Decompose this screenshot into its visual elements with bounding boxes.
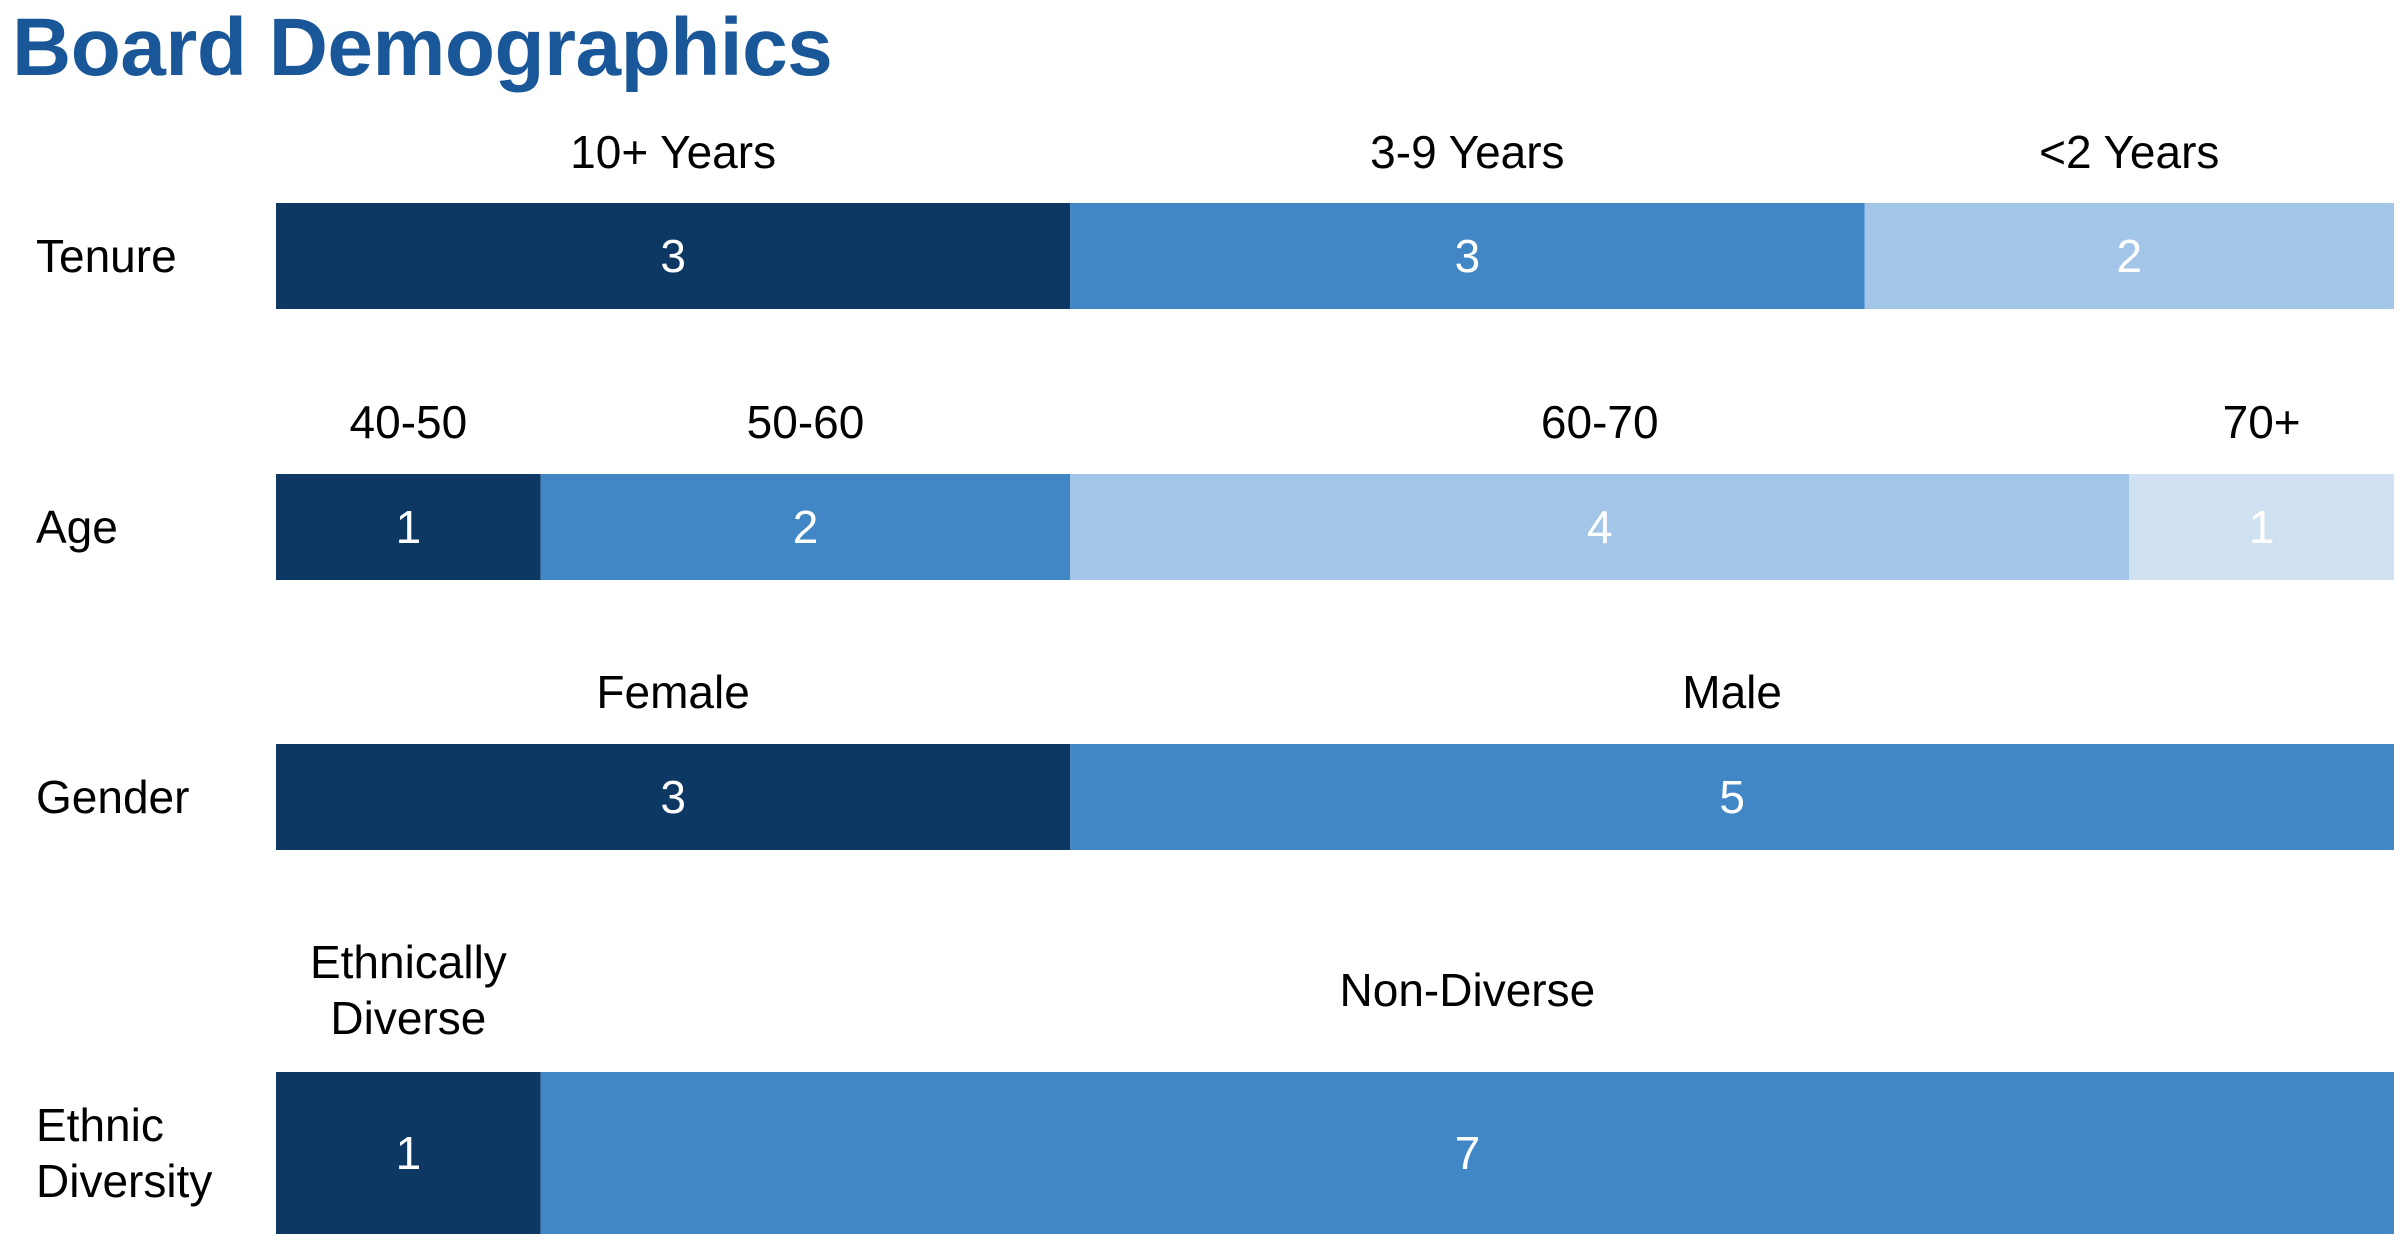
category-label-age-70: 70+ — [2223, 396, 2301, 448]
row-label-tenure: Tenure — [36, 230, 177, 282]
category-label-tenure-2-years: <2 Years — [2039, 126, 2219, 178]
value-label-tenure-3-9-years: 3 — [1455, 230, 1481, 282]
category-label-age-40-50: 40-50 — [350, 396, 468, 448]
category-label-ethnic-diversity-ethnically-diverse: Ethnically Diverse — [310, 936, 507, 1044]
row-label-age: Age — [36, 501, 118, 553]
bar-segment-tenure-10-years — [276, 203, 1071, 309]
bar-segment-tenure-3-9-years — [1070, 203, 1865, 309]
bar-segment-gender-female — [276, 744, 1071, 850]
row-label-ethnic-diversity: Ethnic Diversity — [36, 1099, 212, 1207]
value-label-tenure-10-years: 3 — [660, 230, 686, 282]
category-label-gender-female: Female — [596, 666, 749, 718]
value-label-ethnic-diversity-non-diverse: 7 — [1455, 1127, 1481, 1179]
bar-segment-age-50-60 — [540, 474, 1071, 580]
page-title: Board Demographics — [12, 2, 833, 93]
value-label-age-50-60: 2 — [793, 501, 819, 553]
value-label-age-60-70: 4 — [1587, 501, 1613, 553]
value-label-tenure-2-years: 2 — [2116, 230, 2142, 282]
category-label-gender-male: Male — [1682, 666, 1782, 718]
bar-segment-ethnic-diversity-ethnically-diverse — [276, 1072, 541, 1234]
category-label-tenure-3-9-years: 3-9 Years — [1370, 126, 1564, 178]
value-label-gender-male: 5 — [1719, 771, 1745, 823]
bar-segment-age-70 — [2129, 474, 2394, 580]
category-label-tenure-10-years: 10+ Years — [570, 126, 776, 178]
row-label-gender: Gender — [36, 771, 189, 823]
bar-segment-tenure-2-years — [1864, 203, 2394, 309]
bar-segment-age-40-50 — [276, 474, 541, 580]
bar-segment-ethnic-diversity-non-diverse — [540, 1072, 2394, 1234]
value-label-age-70: 1 — [2249, 501, 2275, 553]
category-label-ethnic-diversity-non-diverse: Non-Diverse — [1340, 964, 1596, 1016]
category-label-age-50-60: 50-60 — [747, 396, 865, 448]
category-label-age-60-70: 60-70 — [1541, 396, 1659, 448]
value-label-ethnic-diversity-ethnically-diverse: 1 — [396, 1127, 422, 1179]
value-label-age-40-50: 1 — [396, 501, 422, 553]
value-label-gender-female: 3 — [660, 771, 686, 823]
bar-segment-gender-male — [1070, 744, 2394, 850]
bar-segment-age-60-70 — [1070, 474, 2130, 580]
